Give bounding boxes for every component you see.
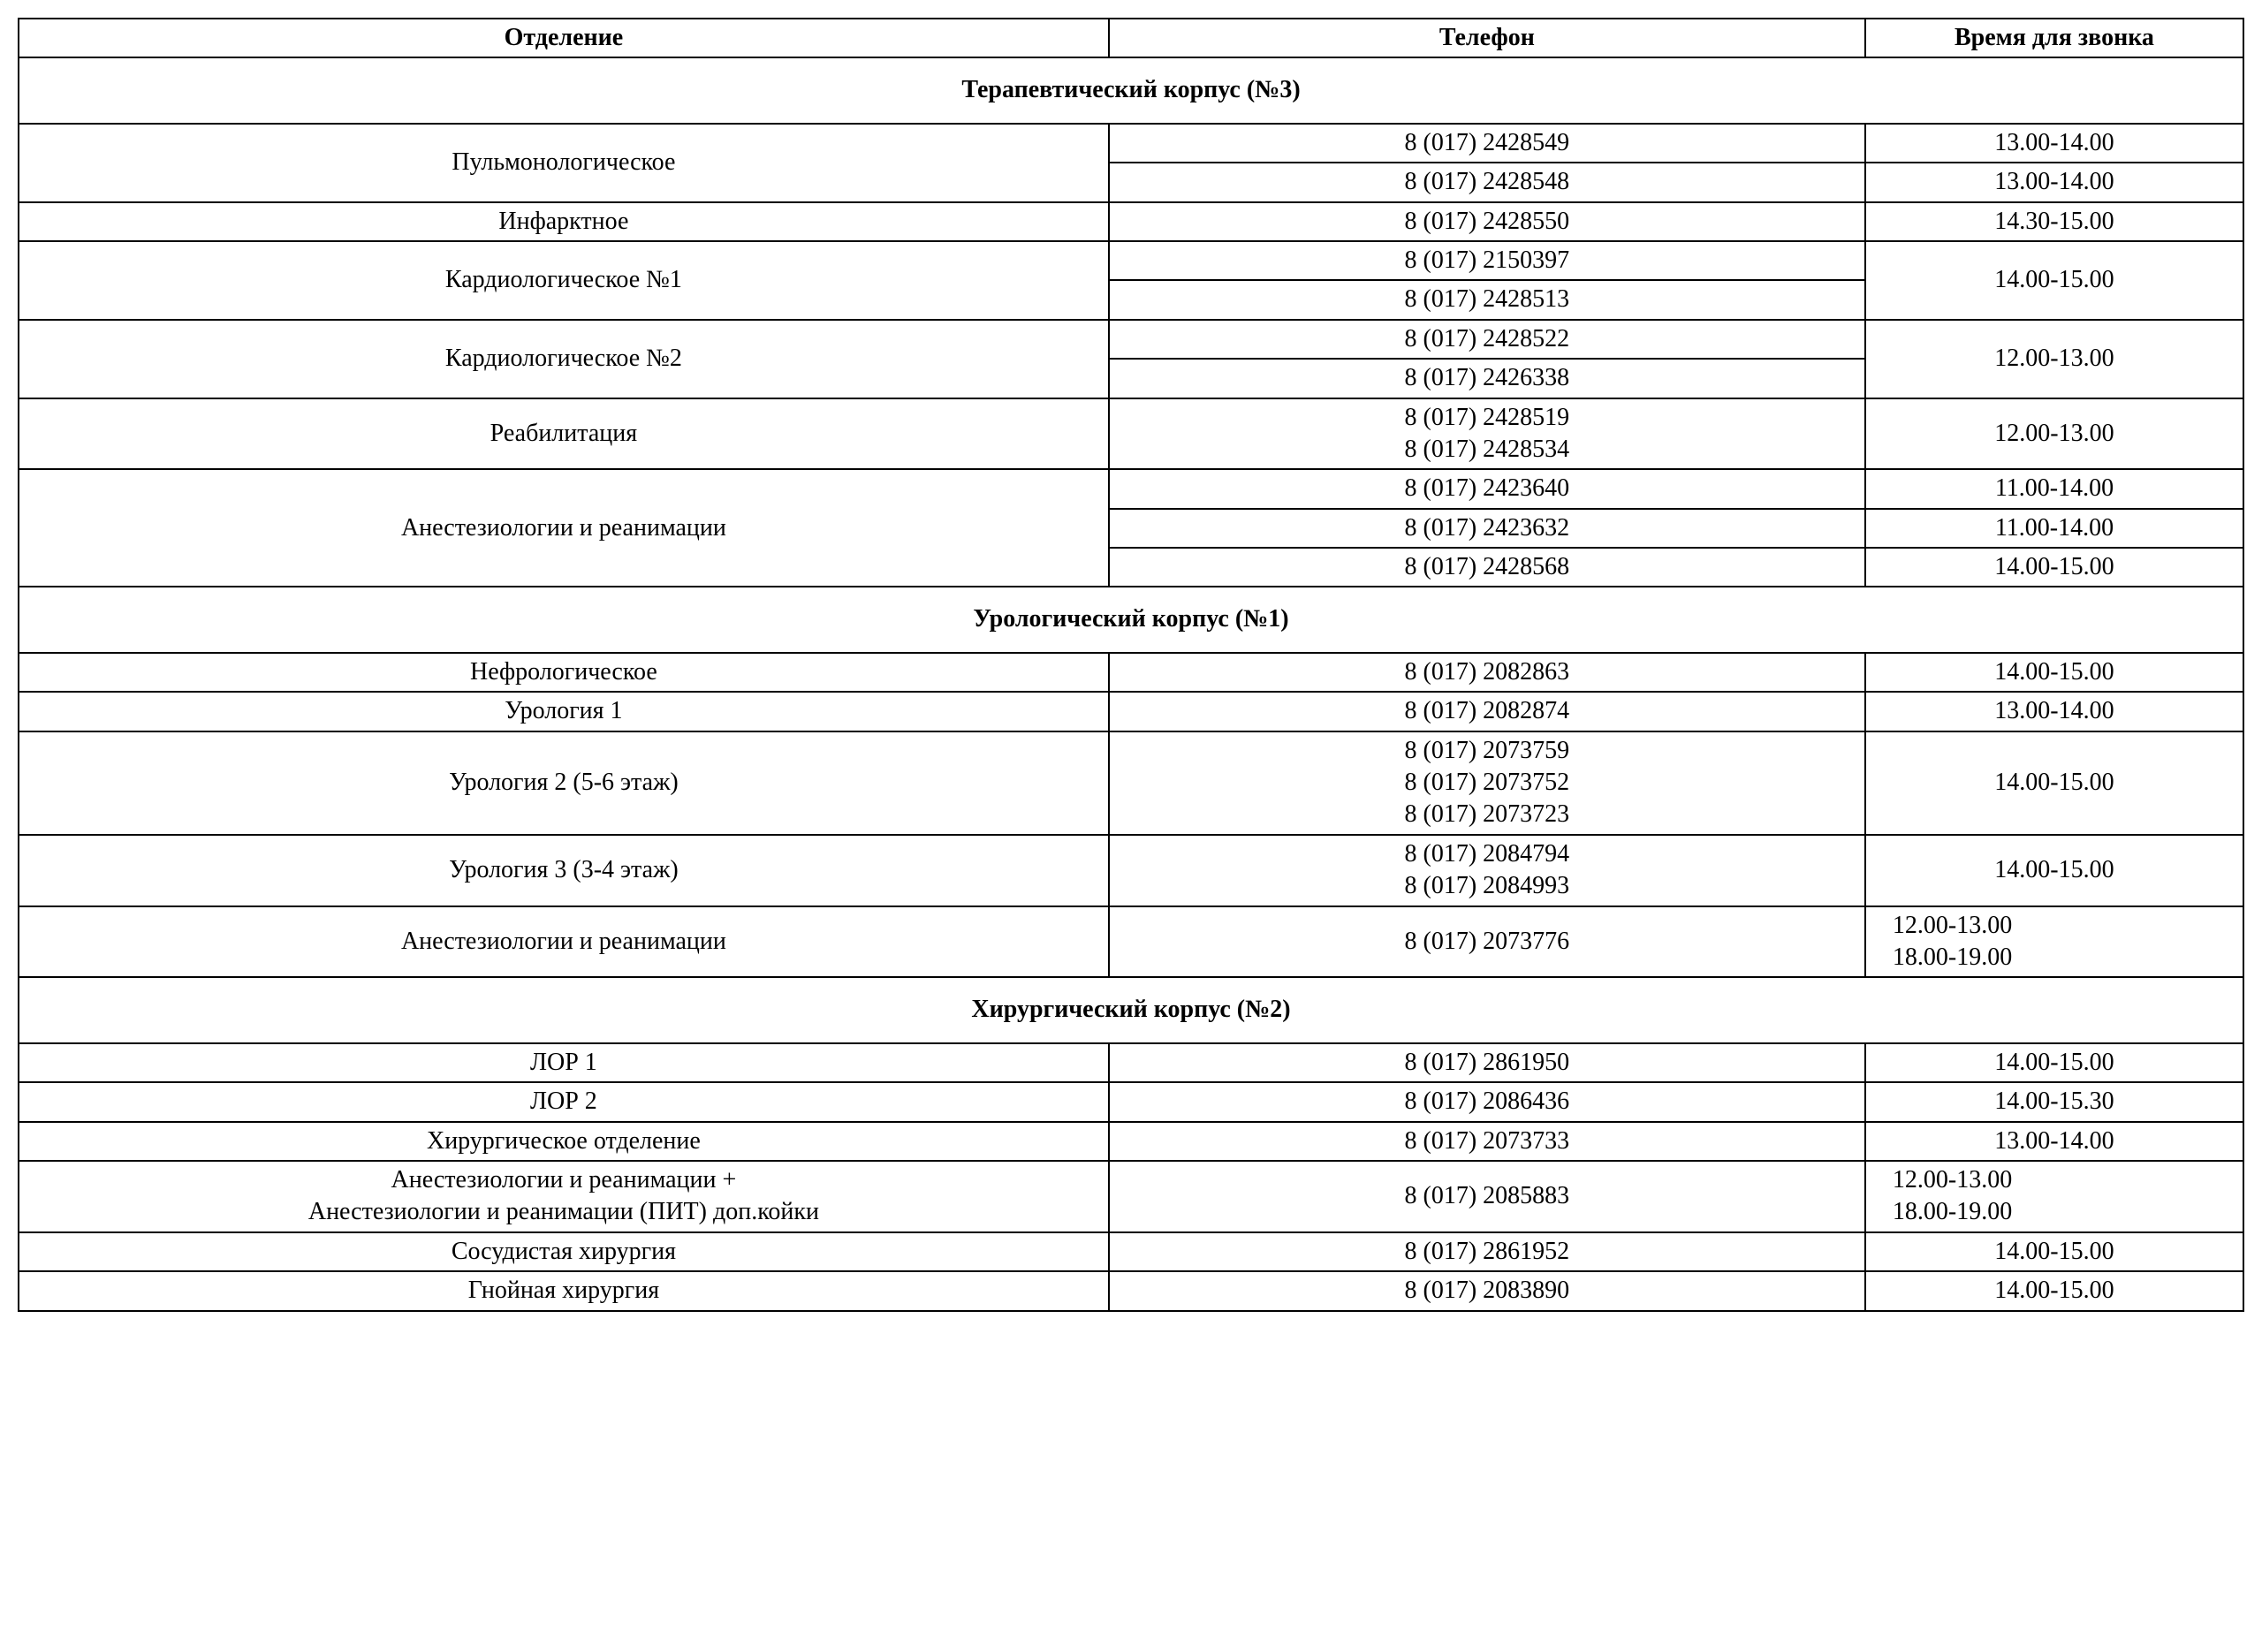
cell-phone: 8 (017) 2073776 (1109, 906, 1865, 978)
table-row: Пульмонологическое8 (017) 242854913.00-1… (19, 124, 2243, 163)
cell-time: 12.00-13.00 (1865, 398, 2243, 470)
cell-department: Гнойная хирургия (19, 1271, 1109, 1310)
cell-phone: 8 (017) 2428568 (1109, 548, 1865, 587)
section-header-row: Хирургический корпус (№2) (19, 977, 2243, 1042)
table-row: Кардиологическое №18 (017) 215039714.00-… (19, 241, 2243, 280)
cell-phone: 8 (017) 2428550 (1109, 202, 1865, 241)
cell-time: 13.00-14.00 (1865, 692, 2243, 731)
cell-time: 11.00-14.00 (1865, 509, 2243, 548)
cell-department: Урология 3 (3-4 этаж) (19, 835, 1109, 906)
cell-department: Урология 1 (19, 692, 1109, 731)
cell-time: 14.00-15.30 (1865, 1082, 2243, 1121)
cell-phone: 8 (017) 2082863 (1109, 653, 1865, 692)
cell-time: 14.00-15.00 (1865, 1271, 2243, 1310)
cell-time: 12.00-13.00 (1865, 320, 2243, 398)
cell-phone: 8 (017) 2861950 (1109, 1043, 1865, 1082)
cell-phone: 8 (017) 2428522 (1109, 320, 1865, 359)
table-row: Сосудистая хирургия8 (017) 286195214.00-… (19, 1232, 2243, 1271)
table-row: Нефрологическое8 (017) 208286314.00-15.0… (19, 653, 2243, 692)
cell-department: Анестезиологии и реанимации (19, 906, 1109, 978)
cell-department: ЛОР 1 (19, 1043, 1109, 1082)
table-row: Анестезиологии и реанимации8 (017) 24236… (19, 469, 2243, 508)
col-header-phone: Телефон (1109, 19, 1865, 57)
cell-time: 14.00-15.00 (1865, 653, 2243, 692)
section-title: Терапевтический корпус (№3) (19, 57, 2243, 123)
cell-time: 14.00-15.00 (1865, 835, 2243, 906)
col-header-department: Отделение (19, 19, 1109, 57)
cell-phone: 8 (017) 2428548 (1109, 163, 1865, 201)
table-row: Реабилитация8 (017) 2428519 8 (017) 2428… (19, 398, 2243, 470)
cell-time: 14.00-15.00 (1865, 1043, 2243, 1082)
cell-time: 12.00-13.00 18.00-19.00 (1865, 906, 2243, 978)
table-row: Анестезиологии и реанимации8 (017) 20737… (19, 906, 2243, 978)
section-title: Урологический корпус (№1) (19, 587, 2243, 652)
table-row: ЛОР 28 (017) 208643614.00-15.30 (19, 1082, 2243, 1121)
cell-department: Пульмонологическое (19, 124, 1109, 202)
header-row: Отделение Телефон Время для звонка (19, 19, 2243, 57)
table-row: Гнойная хирургия8 (017) 208389014.00-15.… (19, 1271, 2243, 1310)
cell-time: 14.00-15.00 (1865, 241, 2243, 320)
cell-phone: 8 (017) 2086436 (1109, 1082, 1865, 1121)
cell-phone: 8 (017) 2428513 (1109, 280, 1865, 319)
cell-phone: 8 (017) 2073759 8 (017) 2073752 8 (017) … (1109, 731, 1865, 835)
cell-phone: 8 (017) 2084794 8 (017) 2084993 (1109, 835, 1865, 906)
col-header-time: Время для звонка (1865, 19, 2243, 57)
cell-phone: 8 (017) 2082874 (1109, 692, 1865, 731)
table-row: Хирургическое отделение8 (017) 207373313… (19, 1122, 2243, 1161)
cell-department: Хирургическое отделение (19, 1122, 1109, 1161)
cell-phone: 8 (017) 2083890 (1109, 1271, 1865, 1310)
table-row: Анестезиологии и реанимации + Анестезиол… (19, 1161, 2243, 1232)
cell-time: 11.00-14.00 (1865, 469, 2243, 508)
cell-department: Сосудистая хирургия (19, 1232, 1109, 1271)
cell-phone: 8 (017) 2861952 (1109, 1232, 1865, 1271)
cell-department: ЛОР 2 (19, 1082, 1109, 1121)
departments-table: Отделение Телефон Время для звонка Терап… (18, 18, 2244, 1312)
cell-department: Анестезиологии и реанимации + Анестезиол… (19, 1161, 1109, 1232)
cell-time: 12.00-13.00 18.00-19.00 (1865, 1161, 2243, 1232)
section-title: Хирургический корпус (№2) (19, 977, 2243, 1042)
table-row: Урология 3 (3-4 этаж)8 (017) 2084794 8 (… (19, 835, 2243, 906)
cell-phone: 8 (017) 2085883 (1109, 1161, 1865, 1232)
table-row: Урология 18 (017) 208287413.00-14.00 (19, 692, 2243, 731)
section-header-row: Терапевтический корпус (№3) (19, 57, 2243, 123)
section-header-row: Урологический корпус (№1) (19, 587, 2243, 652)
cell-phone: 8 (017) 2150397 (1109, 241, 1865, 280)
cell-department: Реабилитация (19, 398, 1109, 470)
cell-time: 14.00-15.00 (1865, 548, 2243, 587)
table-body: Терапевтический корпус (№3)Пульмонологич… (19, 57, 2243, 1310)
cell-department: Кардиологическое №2 (19, 320, 1109, 398)
cell-time: 14.00-15.00 (1865, 1232, 2243, 1271)
cell-department: Инфарктное (19, 202, 1109, 241)
cell-department: Урология 2 (5-6 этаж) (19, 731, 1109, 835)
cell-time: 13.00-14.00 (1865, 1122, 2243, 1161)
cell-phone: 8 (017) 2423632 (1109, 509, 1865, 548)
cell-department: Кардиологическое №1 (19, 241, 1109, 320)
cell-phone: 8 (017) 2423640 (1109, 469, 1865, 508)
table-row: Урология 2 (5-6 этаж)8 (017) 2073759 8 (… (19, 731, 2243, 835)
table-row: ЛОР 18 (017) 286195014.00-15.00 (19, 1043, 2243, 1082)
table-row: Инфарктное8 (017) 242855014.30-15.00 (19, 202, 2243, 241)
cell-phone: 8 (017) 2073733 (1109, 1122, 1865, 1161)
cell-time: 13.00-14.00 (1865, 163, 2243, 201)
cell-phone: 8 (017) 2428549 (1109, 124, 1865, 163)
cell-department: Нефрологическое (19, 653, 1109, 692)
table-row: Кардиологическое №28 (017) 242852212.00-… (19, 320, 2243, 359)
cell-time: 14.30-15.00 (1865, 202, 2243, 241)
cell-department: Анестезиологии и реанимации (19, 469, 1109, 587)
cell-phone: 8 (017) 2428519 8 (017) 2428534 (1109, 398, 1865, 470)
cell-time: 13.00-14.00 (1865, 124, 2243, 163)
cell-time: 14.00-15.00 (1865, 731, 2243, 835)
cell-phone: 8 (017) 2426338 (1109, 359, 1865, 398)
